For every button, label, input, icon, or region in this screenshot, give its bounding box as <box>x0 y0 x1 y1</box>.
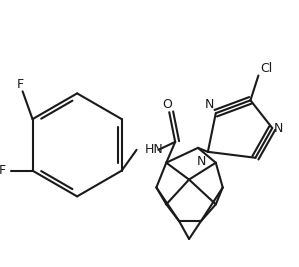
Text: HN: HN <box>144 143 163 156</box>
Text: N: N <box>196 155 206 168</box>
Text: Cl: Cl <box>260 62 273 75</box>
Text: O: O <box>162 98 172 111</box>
Text: F: F <box>0 164 6 177</box>
Text: N: N <box>274 121 284 135</box>
Text: F: F <box>17 78 24 91</box>
Text: N: N <box>205 98 214 111</box>
